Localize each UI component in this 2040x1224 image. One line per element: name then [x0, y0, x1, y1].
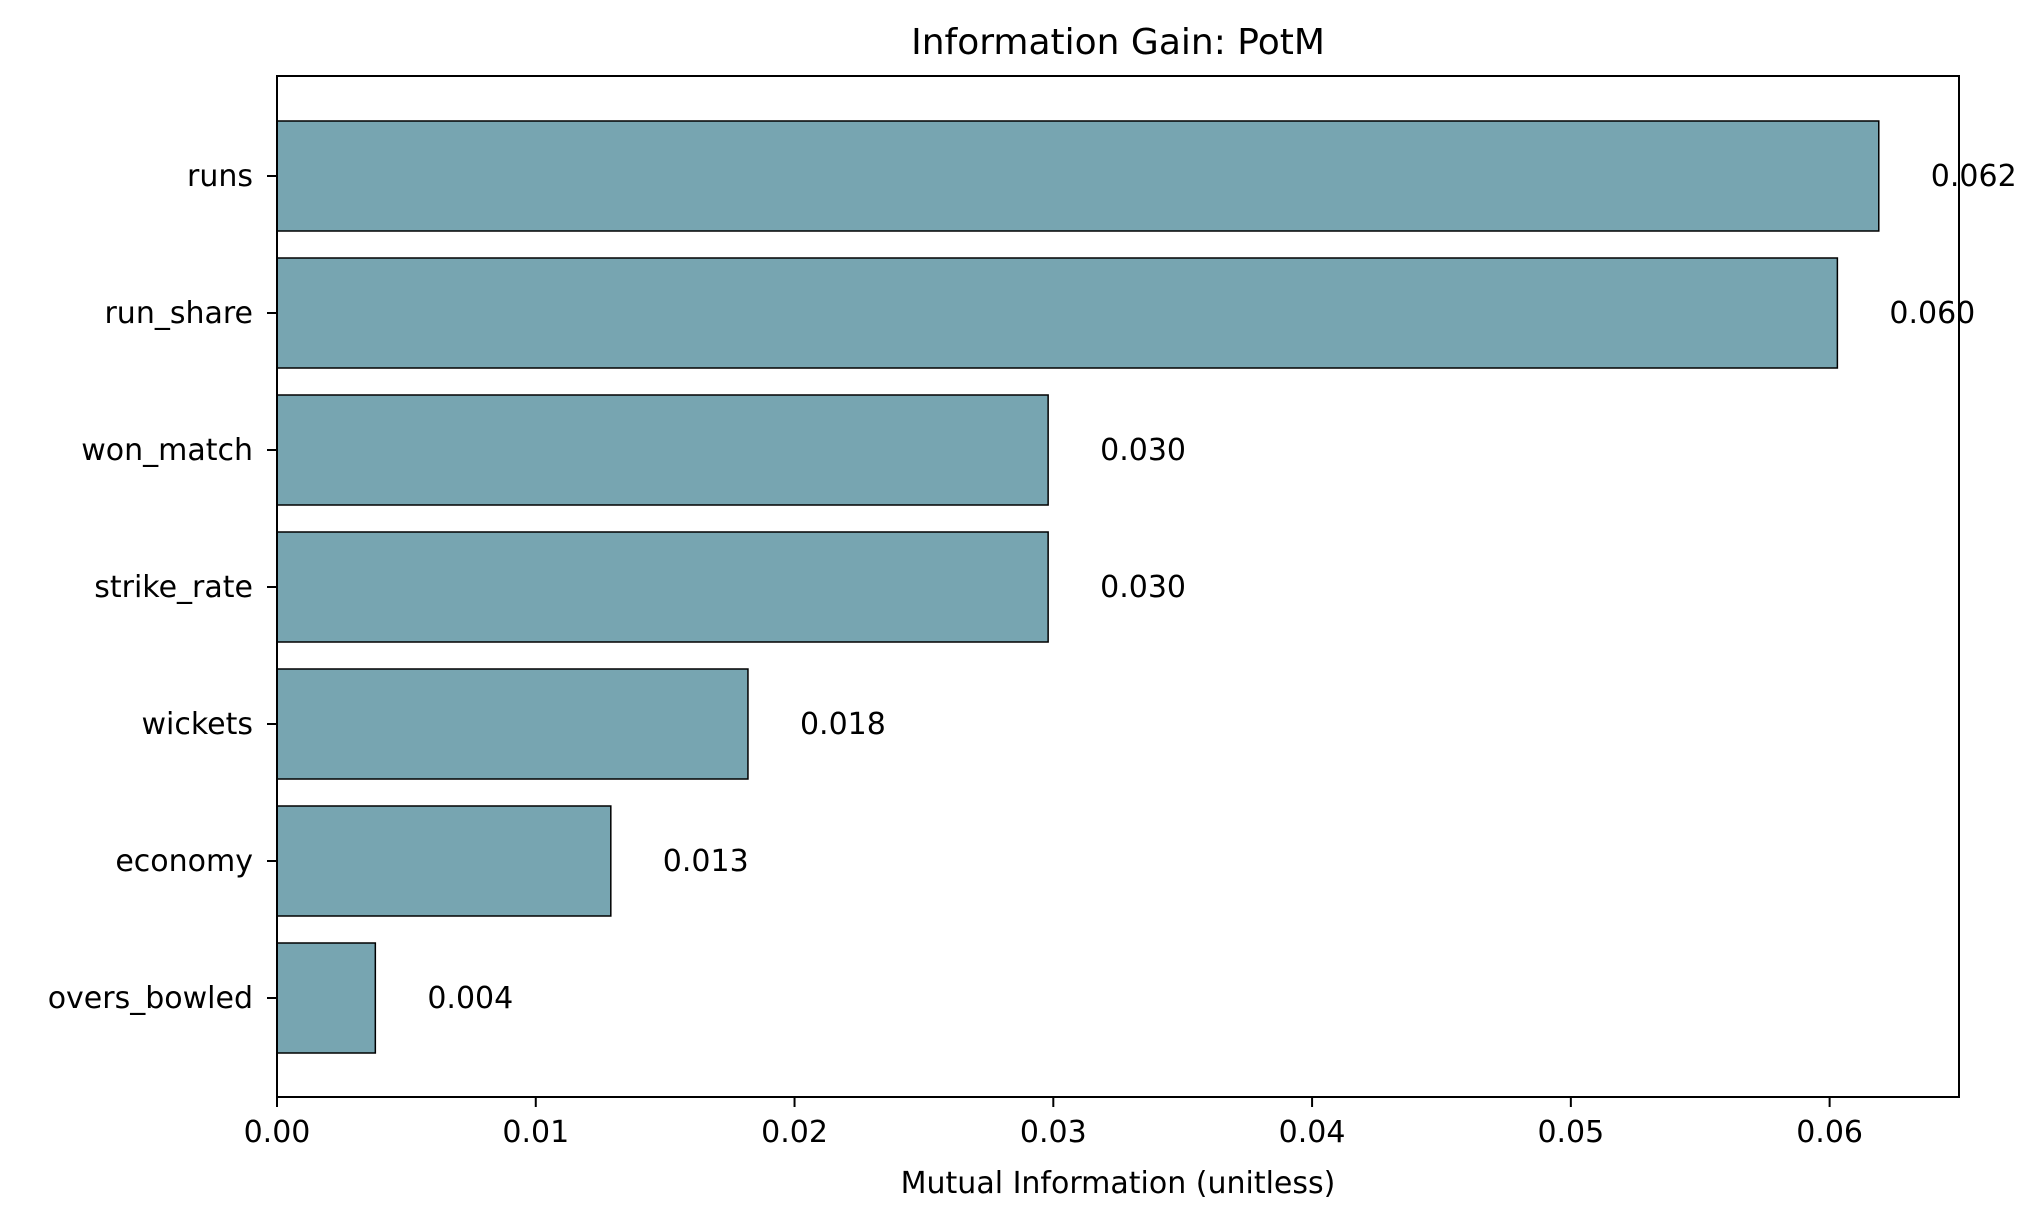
x-tick-label-3: 0.03	[1020, 1115, 1087, 1150]
x-axis: 0.00 0.01 0.02 0.03 0.04 0.05 0.06	[244, 1097, 1863, 1150]
y-tick-label-economy: economy	[115, 844, 253, 879]
y-axis: runs run_share won_match strike_ratewickets…	[48, 159, 277, 1016]
x-tick-label-4: 0.04	[1279, 1115, 1346, 1150]
y-tick-label-won_match: won_match	[81, 433, 253, 468]
bar-economy	[276, 805, 612, 917]
data-label-strike_rate: 0.030	[1100, 570, 1186, 605]
bar-overs_bowled	[276, 942, 377, 1054]
data-label-overs_bowled: 0.004	[427, 981, 513, 1016]
data-labels-layer: 0.062 0.060 0.030 0.030 0.018 0.013 0.004	[427, 159, 2016, 1016]
bars-layer	[276, 120, 1880, 1054]
bar-runs	[276, 120, 1880, 232]
x-tick-label-5: 0.05	[1537, 1115, 1604, 1150]
bar-won_match	[276, 394, 1049, 506]
data-label-runs: 0.062	[1931, 159, 2017, 194]
x-tick-label-0: 0.00	[244, 1115, 311, 1150]
y-tick-label-wickets: wickets	[141, 707, 253, 742]
data-label-economy: 0.013	[663, 844, 749, 879]
plot-frame	[276, 75, 1960, 1098]
x-tick-label-6: 0.06	[1796, 1115, 1863, 1150]
y-tick-label-strike_rate: strike_rate	[94, 570, 253, 605]
y-tick-label-runs: runs	[187, 159, 253, 194]
x-tick-label-2: 0.02	[761, 1115, 828, 1150]
y-tick-label-overs_bowled: overs_bowled	[48, 981, 253, 1016]
bar-run_share	[276, 257, 1839, 369]
bar-strike_rate	[276, 531, 1049, 643]
data-label-run_share: 0.060	[1889, 296, 1975, 331]
chart-title: Information Gain: PotM	[911, 22, 1325, 63]
x-axis-title: Mutual Information (unitless)	[901, 1166, 1336, 1201]
data-label-won_match: 0.030	[1100, 433, 1186, 468]
data-label-wickets: 0.018	[800, 707, 886, 742]
bar-wickets	[276, 668, 749, 780]
x-tick-label-1: 0.01	[502, 1115, 569, 1150]
y-tick-label-run_share: run_share	[104, 296, 253, 331]
